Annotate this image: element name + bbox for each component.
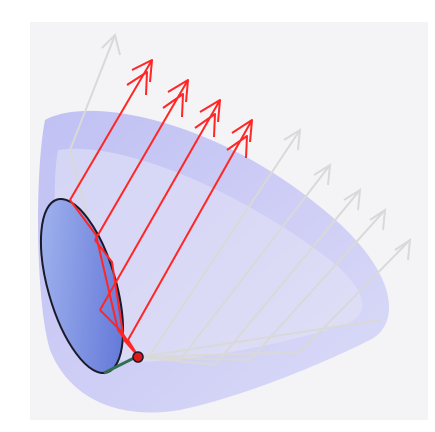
focal-feed-point <box>132 351 144 363</box>
feed-support-arm <box>103 355 137 375</box>
paraboloid-inner-rim <box>54 148 363 362</box>
active-rays <box>69 59 253 357</box>
